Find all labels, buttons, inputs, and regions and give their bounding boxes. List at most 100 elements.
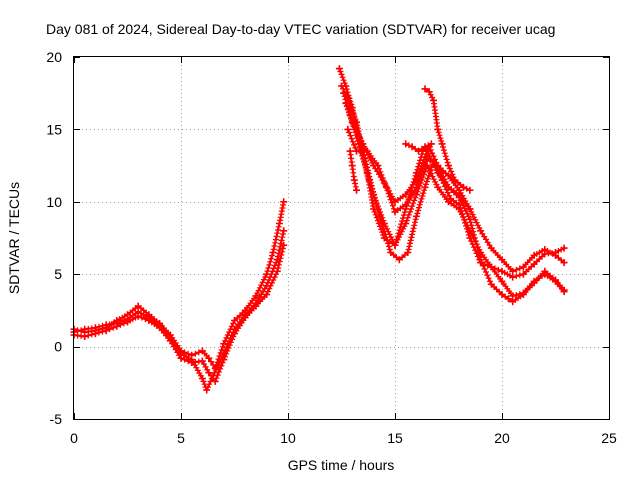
- data-point: [560, 288, 568, 296]
- data-point: [113, 319, 121, 327]
- data-point: [519, 270, 527, 278]
- series-track-h: [344, 125, 474, 216]
- data-point: [402, 191, 410, 199]
- x-tick-label: 10: [280, 430, 296, 446]
- data-point: [434, 169, 442, 177]
- data-point: [541, 246, 549, 254]
- x-axis-label: GPS time / hours: [288, 457, 395, 473]
- data-point: [509, 267, 517, 275]
- data-point: [340, 89, 348, 97]
- data-point: [124, 315, 131, 323]
- x-tick-label: 25: [601, 430, 617, 446]
- data-point: [530, 251, 538, 259]
- data-point: [350, 176, 358, 184]
- data-point: [342, 99, 350, 107]
- data-point: [220, 350, 228, 358]
- y-tick-label: 20: [46, 49, 62, 65]
- data-point: [363, 147, 371, 155]
- data-point: [421, 183, 429, 191]
- data-point: [434, 162, 442, 170]
- data-point: [134, 308, 142, 316]
- data-point: [412, 191, 420, 199]
- data-point: [421, 85, 429, 93]
- data-point: [451, 176, 459, 184]
- data-point: [353, 147, 360, 155]
- data-point: [498, 267, 506, 275]
- data-point: [560, 259, 568, 267]
- data-point: [348, 118, 356, 126]
- axes: 0 5 10 15 20 25 -5 0 5 10 15 20: [46, 49, 617, 446]
- data-point: [408, 143, 416, 151]
- data-point: [487, 244, 495, 252]
- data-point: [466, 186, 474, 194]
- series-track-i: [421, 85, 474, 194]
- data-point: [434, 183, 442, 191]
- data-point: [421, 143, 429, 151]
- data-point: [273, 256, 281, 264]
- plot-area: [70, 65, 568, 394]
- data-point: [188, 356, 196, 364]
- data-point: [209, 372, 217, 380]
- x-tick-label: 5: [177, 430, 185, 446]
- data-point: [487, 280, 495, 288]
- plot-frame: [73, 56, 610, 420]
- data-point: [391, 198, 399, 206]
- data-point: [280, 198, 288, 206]
- series-track-j: [402, 140, 435, 155]
- data-point: [252, 299, 260, 307]
- data-point: [447, 195, 455, 203]
- data-point: [382, 183, 390, 191]
- data-point: [455, 201, 463, 209]
- data-point: [445, 183, 452, 191]
- data-point: [466, 205, 474, 213]
- data-point: [275, 220, 283, 227]
- data-point: [466, 234, 474, 242]
- data-point: [241, 311, 249, 319]
- data-point: [391, 241, 399, 249]
- data-point: [205, 354, 213, 362]
- data-point: [423, 154, 431, 162]
- data-point: [466, 215, 474, 223]
- x-tick-label: 15: [387, 430, 403, 446]
- data-point: [280, 227, 288, 235]
- data-point: [445, 162, 452, 170]
- data-point: [177, 350, 185, 358]
- data-point: [353, 186, 360, 194]
- data-point: [477, 227, 485, 235]
- data-point: [231, 325, 238, 333]
- data-point: [365, 176, 373, 184]
- data-point: [423, 147, 431, 155]
- data-point: [552, 251, 559, 259]
- data-point: [391, 208, 399, 216]
- data-point: [412, 212, 420, 220]
- data-point: [427, 140, 435, 148]
- data-point: [530, 260, 538, 268]
- data-point: [198, 347, 206, 355]
- data-point: [438, 140, 446, 148]
- data-point: [269, 249, 277, 256]
- data-point: [263, 282, 271, 290]
- data-point: [198, 375, 206, 382]
- data-point: [387, 249, 395, 256]
- data-point: [102, 321, 110, 329]
- y-tick-label: -5: [50, 411, 63, 427]
- data-point: [498, 256, 506, 264]
- data-point: [203, 386, 211, 394]
- data-point: [498, 291, 506, 298]
- data-point: [395, 256, 403, 264]
- data-point: [404, 249, 412, 256]
- data-point: [156, 321, 164, 329]
- data-point: [402, 220, 410, 227]
- data-point: [552, 277, 559, 285]
- data-point: [455, 186, 463, 194]
- data-point: [434, 125, 442, 133]
- y-tick-label: 10: [46, 194, 62, 210]
- y-tick-label: 5: [54, 266, 62, 282]
- data-point: [91, 324, 99, 332]
- series-line: [72, 244, 285, 383]
- data-point: [402, 140, 410, 148]
- x-tick-label: 0: [70, 430, 78, 446]
- y-axis-label: SDTVAR / TECUs: [6, 182, 22, 294]
- data-point: [374, 162, 382, 170]
